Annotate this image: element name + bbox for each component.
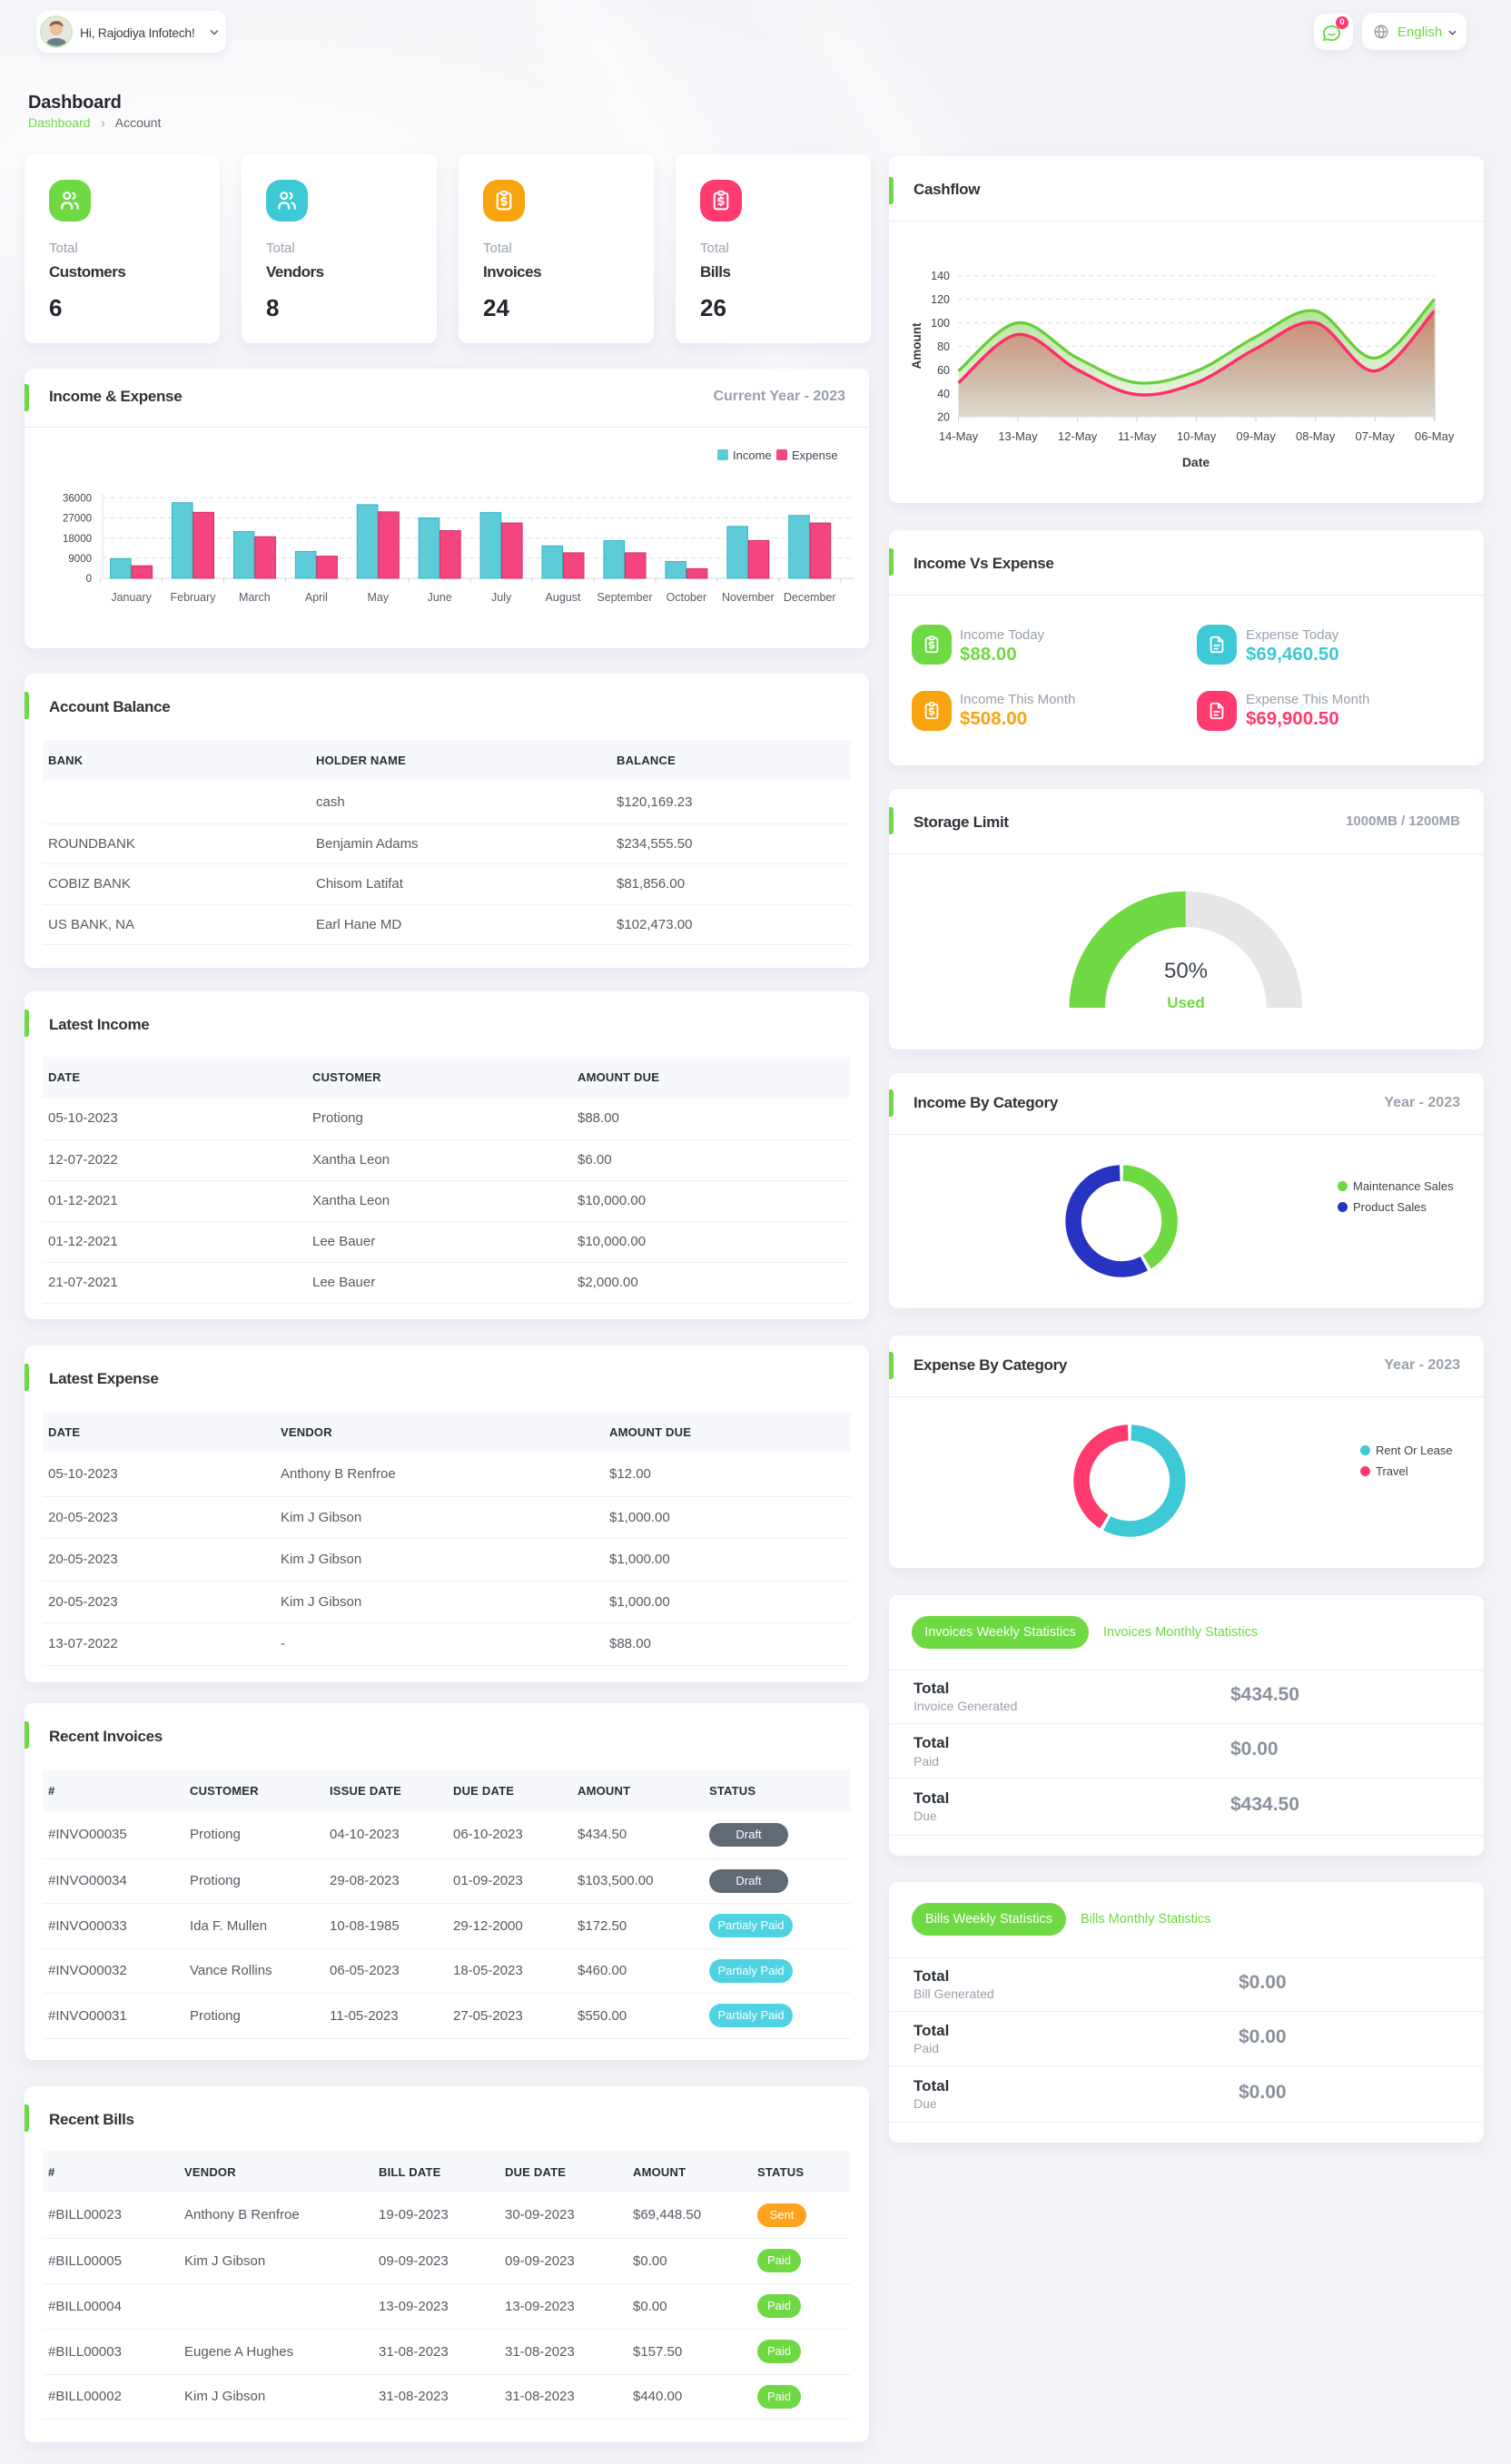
svg-text:Used: Used [1167, 994, 1205, 1011]
svg-text:36000: 36000 [63, 494, 92, 505]
svg-text:April: April [305, 591, 328, 604]
svg-text:Income: Income [733, 448, 772, 462]
svg-text:July: July [491, 591, 512, 604]
svg-text:08-May: 08-May [1296, 429, 1336, 443]
svg-text:140: 140 [931, 270, 950, 282]
svg-text:40: 40 [937, 388, 950, 400]
svg-text:0: 0 [86, 574, 92, 585]
svg-text:20: 20 [937, 411, 950, 424]
svg-text:120: 120 [931, 293, 950, 306]
svg-text:9000: 9000 [68, 554, 92, 565]
svg-text:09-May: 09-May [1236, 429, 1276, 443]
svg-text:September: September [597, 591, 652, 604]
svg-text:March: March [239, 591, 271, 604]
svg-text:May: May [367, 591, 389, 604]
svg-text:June: June [428, 591, 452, 604]
svg-text:27000: 27000 [63, 514, 92, 525]
svg-text:February: February [170, 591, 216, 604]
svg-text:100: 100 [931, 317, 950, 330]
svg-text:60: 60 [937, 364, 950, 377]
svg-text:January: January [111, 591, 152, 604]
svg-text:10-May: 10-May [1177, 429, 1217, 443]
svg-text:November: November [722, 591, 775, 604]
svg-text:07-May: 07-May [1356, 429, 1396, 443]
svg-text:October: October [667, 591, 706, 604]
svg-text:06-May: 06-May [1415, 429, 1455, 443]
svg-text:12-May: 12-May [1058, 429, 1098, 443]
svg-text:18000: 18000 [63, 534, 92, 545]
svg-text:80: 80 [937, 340, 950, 353]
svg-text:50%: 50% [1164, 959, 1208, 983]
svg-text:August: August [546, 591, 581, 604]
svg-text:Expense: Expense [792, 448, 838, 462]
svg-text:14-May: 14-May [939, 429, 979, 443]
svg-text:11-May: 11-May [1118, 429, 1157, 443]
svg-text:Amount: Amount [910, 322, 923, 369]
svg-text:December: December [784, 591, 836, 604]
svg-text:13-May: 13-May [998, 429, 1038, 443]
svg-text:Date: Date [1182, 455, 1210, 469]
